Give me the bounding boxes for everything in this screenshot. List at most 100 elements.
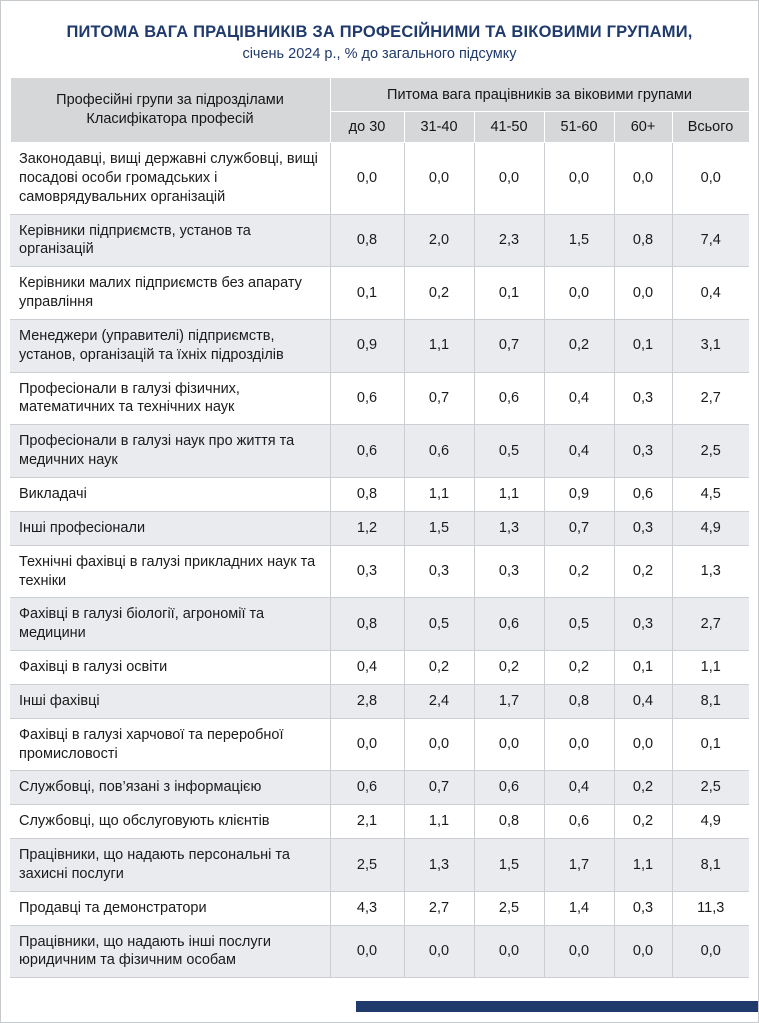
value-cell: 0,0: [543, 266, 614, 320]
table-row: Службовці, що обслуговують клієнтів 2,1 1,…: [10, 804, 749, 840]
profession-name-cell: Технічні фахівці в галузі прикладних нау…: [10, 545, 330, 599]
table-row: Законодавці, вищі державні службовці, ви…: [10, 142, 749, 215]
value-cell: 0,6: [613, 477, 672, 512]
value-cell: 3,1: [671, 319, 749, 373]
table-row: Фахівці в галузі біології, агрономії та …: [10, 597, 749, 652]
table-body: Законодавці, вищі державні службовці, ви…: [10, 142, 749, 979]
value-cell: 0,0: [543, 142, 614, 215]
value-cell: 0,2: [613, 770, 672, 806]
value-cell: 1,5: [403, 511, 474, 546]
value-cell: 4,9: [671, 511, 749, 546]
age-column-header: 31-40: [403, 111, 475, 143]
value-cell: 0,8: [329, 214, 404, 268]
value-cell: 1,1: [613, 838, 672, 892]
value-cell: 0,6: [329, 372, 404, 426]
age-groups-header: Питома вага працівників за віковими груп…: [329, 77, 750, 112]
value-cell: 0,2: [473, 650, 544, 685]
value-cell: 2,3: [473, 214, 544, 268]
profession-name-cell: Професіонали в галузі фізичних, математи…: [10, 372, 330, 426]
value-cell: 0,2: [403, 266, 474, 320]
value-cell: 0,2: [613, 545, 672, 599]
table-row: Службовці, пов’язані з інформацією 0,6 0,7…: [10, 770, 749, 806]
value-cell: 0,7: [403, 770, 474, 806]
table-row: Інші професіонали 1,2 1,5 1,3 0,7 0,3 4,9: [10, 511, 749, 546]
value-cell: 0,0: [671, 925, 749, 979]
value-cell: 0,4: [543, 372, 614, 426]
value-cell: 0,8: [543, 684, 614, 719]
value-cell: 2,5: [671, 770, 749, 806]
value-cell: 0,0: [543, 718, 614, 772]
value-cell: 2,5: [473, 891, 544, 926]
value-cell: 0,8: [473, 804, 544, 840]
table-row: Менеджери (управителі) підприємств, уста…: [10, 319, 749, 373]
table-row: Керівники малих підприємств без апарату …: [10, 266, 749, 320]
profession-name-cell: Інші професіонали: [10, 511, 330, 546]
table-row: Продавці та демонстратори 4,3 2,7 2,5 1,4 0,3…: [10, 891, 749, 926]
profession-name-cell: Працівники, що надають персональні та за…: [10, 838, 330, 892]
profession-name-cell: Викладачі: [10, 477, 330, 512]
value-cell: 0,2: [403, 650, 474, 685]
value-cell: 0,4: [543, 424, 614, 478]
value-cell: 0,0: [543, 925, 614, 979]
value-cell: 2,7: [671, 372, 749, 426]
value-cell: 1,5: [473, 838, 544, 892]
value-cell: 0,5: [543, 597, 614, 652]
value-cell: 0,3: [403, 545, 474, 599]
age-columns-row: до 30 31-40 41-50 51-60 60+ Всього: [10, 111, 750, 143]
profession-name-cell: Законодавці, вищі державні службовці, ви…: [10, 142, 330, 215]
value-cell: 0,5: [473, 424, 544, 478]
value-cell: 0,0: [473, 925, 544, 979]
value-cell: 0,8: [329, 477, 404, 512]
value-cell: 0,3: [613, 372, 672, 426]
value-cell: 0,9: [329, 319, 404, 373]
value-cell: 1,3: [671, 545, 749, 599]
age-column-header: Всього: [671, 111, 750, 143]
value-cell: 1,5: [543, 214, 614, 268]
table-row: Технічні фахівці в галузі прикладних нау…: [10, 545, 749, 599]
value-cell: 0,0: [613, 142, 672, 215]
value-cell: 0,7: [543, 511, 614, 546]
table-row: Професіонали в галузі фізичних, математи…: [10, 372, 749, 426]
value-cell: 0,9: [543, 477, 614, 512]
value-cell: 0,6: [473, 770, 544, 806]
value-cell: 0,0: [329, 142, 404, 215]
value-cell: 0,3: [613, 511, 672, 546]
profession-name-cell: Службовці, пов’язані з інформацією: [10, 770, 330, 806]
value-cell: 2,0: [403, 214, 474, 268]
value-cell: 1,1: [403, 319, 474, 373]
value-cell: 2,5: [671, 424, 749, 478]
profession-name-cell: Менеджери (управителі) підприємств, уста…: [10, 319, 330, 373]
value-cell: 0,0: [671, 142, 749, 215]
value-cell: 0,6: [473, 372, 544, 426]
professions-column-header: Професійні групи за підрозділами Класифі…: [9, 77, 331, 143]
page-subtitle: січень 2024 р., % до загального підсумку: [242, 46, 517, 62]
value-cell: 1,1: [403, 477, 474, 512]
profession-name-cell: Працівники, що надають інші послуги юрид…: [10, 925, 330, 979]
table-row: Працівники, що надають інші послуги юрид…: [10, 925, 749, 979]
profession-name-cell: Інші фахівці: [10, 684, 330, 719]
value-cell: 0,2: [543, 545, 614, 599]
profession-name-cell: Продавці та демонстратори: [10, 891, 330, 926]
value-cell: 0,4: [329, 650, 404, 685]
value-cell: 0,6: [473, 597, 544, 652]
value-cell: 0,6: [329, 770, 404, 806]
table-row: Професіонали в галузі наук про життя та …: [10, 424, 749, 478]
value-cell: 0,0: [403, 718, 474, 772]
value-cell: 0,0: [473, 718, 544, 772]
profession-name-cell: Керівники малих підприємств без апарату …: [10, 266, 330, 320]
value-cell: 4,5: [671, 477, 749, 512]
table-row: Фахівці в галузі харчової та переробної …: [10, 718, 749, 772]
profession-name-cell: Керівники підприємств, установ та органі…: [10, 214, 330, 268]
value-cell: 0,0: [613, 266, 672, 320]
value-cell: 0,0: [613, 925, 672, 979]
value-cell: 4,9: [671, 804, 749, 840]
value-cell: 0,1: [613, 650, 672, 685]
value-cell: 0,6: [329, 424, 404, 478]
value-cell: 1,1: [403, 804, 474, 840]
age-column-header: до 30: [329, 111, 405, 143]
value-cell: 2,8: [329, 684, 404, 719]
table-row: Фахівці в галузі освіти 0,4 0,2 0,2 0,2 0,1 1,…: [10, 650, 749, 685]
value-cell: 0,1: [613, 319, 672, 373]
value-cell: 0,5: [403, 597, 474, 652]
value-cell: 0,4: [613, 684, 672, 719]
